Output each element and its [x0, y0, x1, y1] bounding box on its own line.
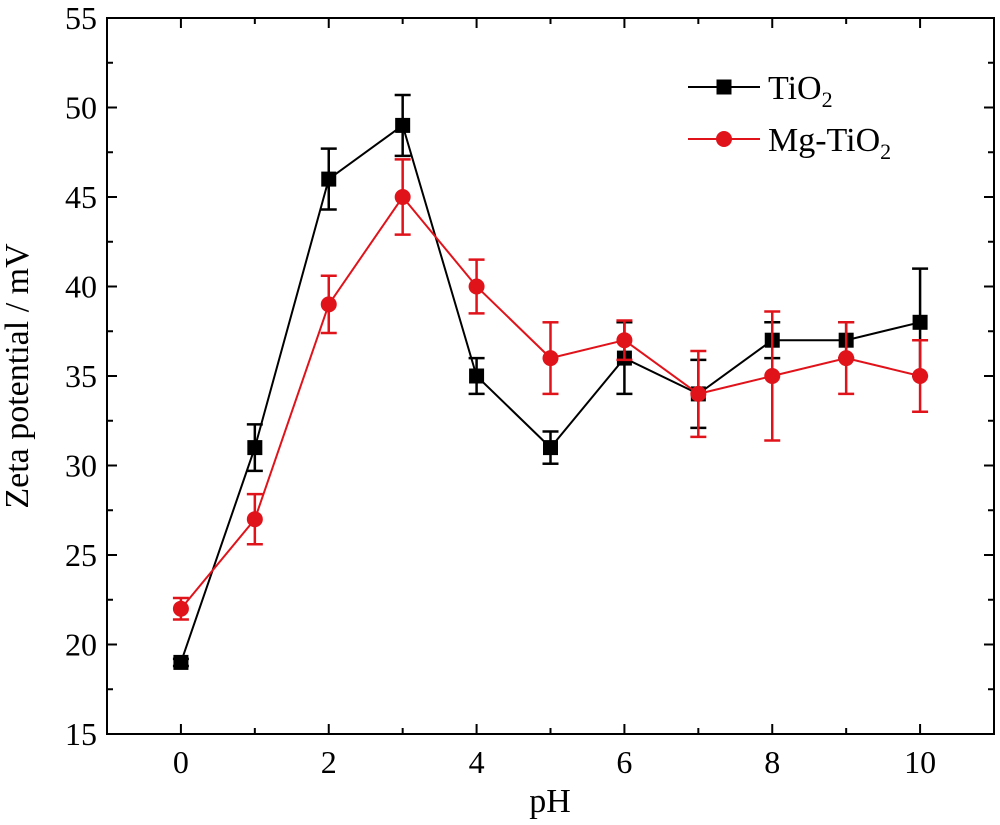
y-tick-label: 20	[65, 627, 97, 663]
data-point	[616, 332, 633, 349]
data-point	[395, 117, 411, 133]
data-point	[320, 296, 337, 313]
y-tick-label: 30	[65, 448, 97, 484]
data-point	[690, 385, 707, 402]
data-point	[469, 368, 485, 384]
y-tick-label: 35	[65, 358, 97, 394]
y-tick-label: 15	[65, 716, 97, 752]
x-axis-title: pH	[529, 783, 571, 820]
data-point	[764, 368, 781, 384]
legend-label-subscript: 2	[880, 139, 891, 164]
x-tick-label: 6	[616, 744, 632, 780]
y-tick-label: 45	[65, 179, 97, 215]
y-tick-label: 55	[65, 0, 97, 36]
legend-marker	[716, 131, 732, 147]
data-point	[468, 278, 485, 295]
series-line	[180, 195, 921, 610]
legend-label-text: TiO	[768, 70, 822, 107]
legend-marker	[716, 79, 732, 95]
x-tick-label: 10	[904, 744, 936, 780]
data-point	[172, 600, 189, 617]
data-point	[247, 440, 263, 456]
y-axis-title: Zeta potential / mV	[0, 243, 36, 509]
data-point	[394, 189, 411, 205]
y-tick-label: 25	[65, 537, 97, 573]
data-point	[321, 171, 337, 187]
x-tick-label: 4	[469, 744, 485, 780]
x-tick-label: 0	[173, 744, 189, 780]
x-tick-label: 2	[321, 744, 337, 780]
legend-label-subscript: 2	[822, 87, 833, 112]
legend-label: Mg-TiO2	[768, 122, 891, 164]
data-point	[912, 368, 929, 384]
series-layer	[172, 93, 929, 670]
data-point	[173, 654, 189, 670]
y-tick-label: 40	[65, 269, 97, 305]
data-point	[912, 314, 928, 330]
legend-label: TiO2	[768, 70, 833, 112]
plot-frame	[106, 17, 995, 735]
legend-label-text: Mg-TiO	[768, 122, 880, 159]
x-tick-label: 8	[764, 744, 780, 780]
data-point	[543, 440, 558, 456]
series-1	[172, 158, 929, 621]
data-point	[246, 511, 263, 528]
data-point	[542, 350, 559, 367]
y-tick-label: 50	[65, 90, 97, 126]
ticks-layer: 15 20 25 30 35 40 45 50 55 0 2 4 6 8 10	[65, 0, 994, 780]
data-point	[838, 350, 855, 367]
